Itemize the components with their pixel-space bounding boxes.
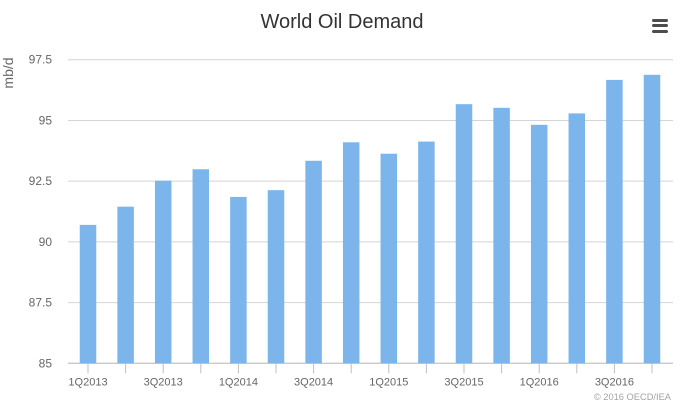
svg-text:87.5: 87.5 [29, 296, 53, 310]
svg-text:85: 85 [39, 356, 53, 370]
svg-text:97.5: 97.5 [29, 53, 53, 67]
svg-text:1Q2016: 1Q2016 [520, 376, 559, 388]
svg-text:1Q2015: 1Q2015 [369, 376, 408, 388]
svg-text:3Q2014: 3Q2014 [294, 376, 333, 388]
svg-text:92.5: 92.5 [29, 174, 53, 188]
svg-text:3Q2015: 3Q2015 [444, 376, 483, 388]
svg-text:1Q2013: 1Q2013 [68, 376, 107, 388]
svg-text:3Q2016: 3Q2016 [595, 376, 634, 388]
svg-text:95: 95 [39, 113, 53, 127]
svg-text:mb/d: mb/d [0, 57, 16, 88]
svg-text:90: 90 [39, 235, 53, 249]
svg-text:3Q2013: 3Q2013 [144, 376, 183, 388]
svg-text:1Q2014: 1Q2014 [219, 376, 258, 388]
